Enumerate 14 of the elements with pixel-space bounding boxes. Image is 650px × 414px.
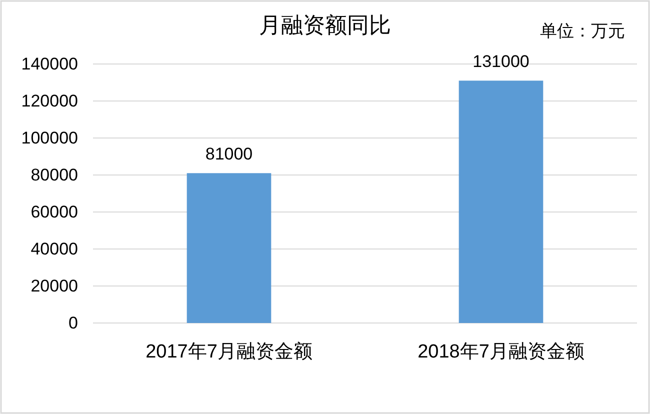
data-label: 81000: [205, 144, 253, 164]
y-tick-label: 60000: [30, 202, 78, 222]
chart-title: 月融资额同比: [259, 12, 391, 38]
data-label: 131000: [472, 52, 530, 72]
x-tick-label: 2018年7月融资金额: [418, 340, 584, 362]
y-tick-label: 0: [68, 314, 78, 332]
y-tick-label: 40000: [30, 240, 78, 258]
y-tick-label: 20000: [30, 276, 78, 296]
y-tick-label: 120000: [21, 92, 78, 110]
y-tick-label: 140000: [21, 54, 78, 74]
y-tick-label: 100000: [21, 128, 78, 148]
text: 单位：万元: [540, 22, 625, 40]
x-tick-label: 2017年7月融资金额: [146, 340, 312, 362]
y-tick-label: 80000: [30, 166, 78, 184]
